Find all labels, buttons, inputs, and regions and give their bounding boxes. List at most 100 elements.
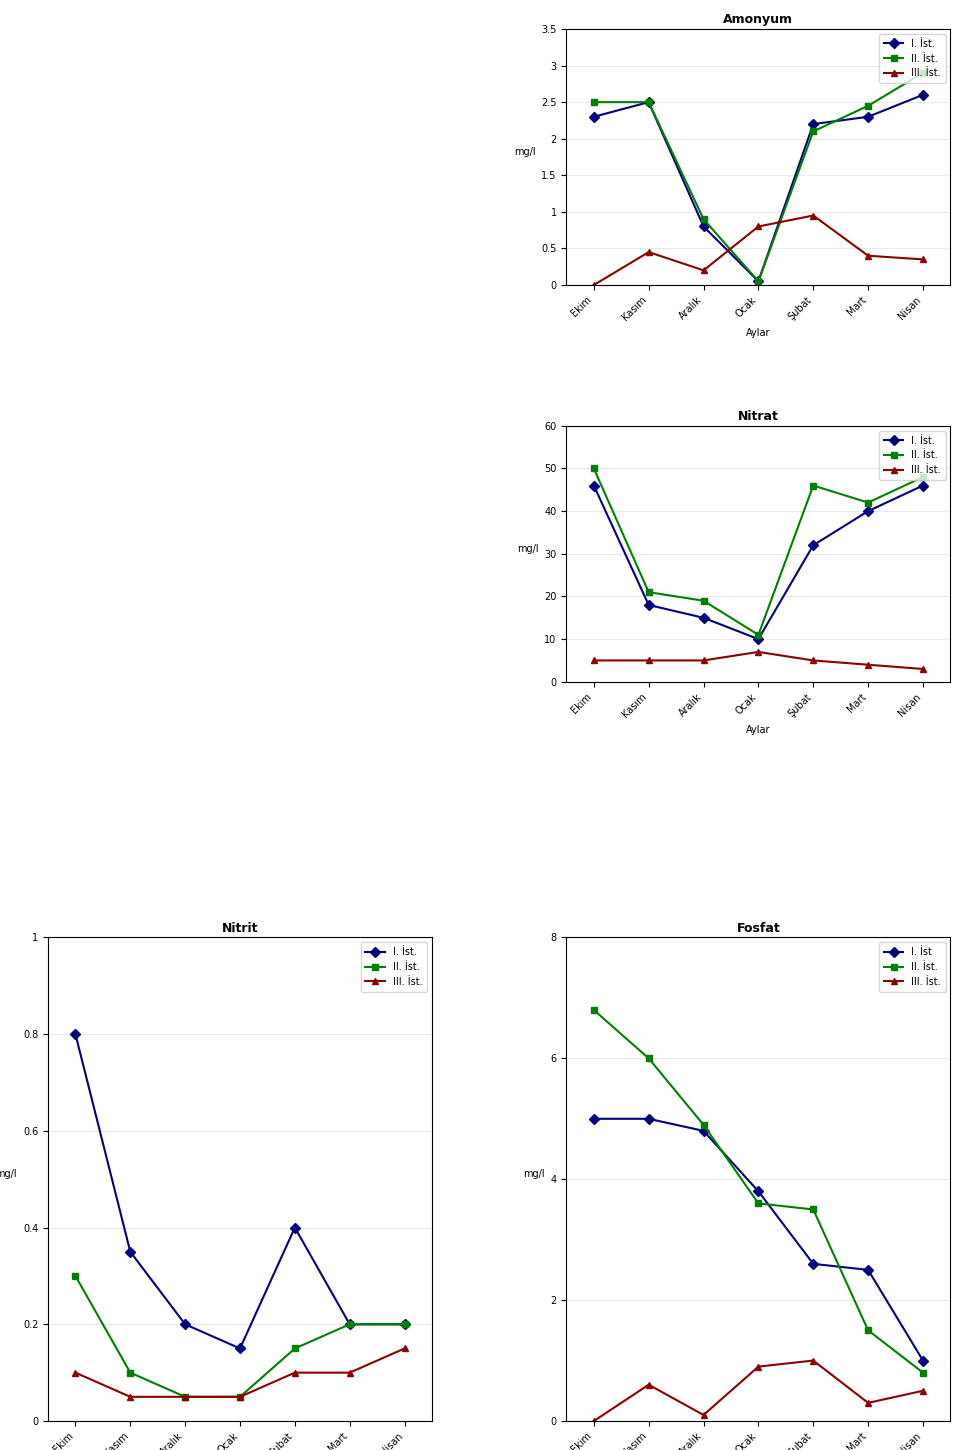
Legend: I. İst., II. İst., III. İst.: I. İst., II. İst., III. İst. (879, 431, 946, 480)
I. İst (862, 1262, 874, 1279)
II. İst. (917, 64, 928, 81)
I. İst. (698, 218, 709, 235)
Title: Nitrat: Nitrat (738, 410, 779, 423)
I. İst. (643, 93, 655, 110)
III. İst. (588, 277, 600, 294)
III. İst. (643, 1376, 655, 1393)
Y-axis label: mg/l: mg/l (523, 1169, 544, 1179)
II. İst. (807, 123, 819, 141)
II. İst. (862, 97, 874, 115)
II. İst. (643, 93, 655, 110)
II. İst. (698, 1116, 709, 1134)
III. İst. (807, 1351, 819, 1369)
Line: II. İst.: II. İst. (590, 465, 926, 638)
X-axis label: Aylar: Aylar (746, 725, 771, 735)
Y-axis label: mg/l: mg/l (0, 1169, 17, 1179)
II. İst. (398, 1315, 410, 1333)
I. İst. (753, 273, 764, 290)
II. İst. (753, 626, 764, 644)
II. İst. (643, 583, 655, 600)
I. İst. (807, 116, 819, 133)
II. İst. (588, 1002, 600, 1019)
I. İst. (398, 1315, 410, 1333)
I. İst. (698, 609, 709, 626)
Legend: I. İst., II. İst., III. İst.: I. İst., II. İst., III. İst. (361, 942, 427, 992)
Line: II. İst.: II. İst. (72, 1273, 408, 1401)
II. İst. (698, 210, 709, 228)
Line: III. İst.: III. İst. (590, 1357, 926, 1424)
III. İst. (180, 1388, 191, 1405)
I. İst. (588, 477, 600, 494)
I. İst (807, 1256, 819, 1273)
I. İst (917, 1351, 928, 1369)
II. İst. (125, 1364, 136, 1382)
III. İst. (344, 1364, 355, 1382)
III. İst. (643, 651, 655, 668)
II. İst. (588, 460, 600, 477)
I. İst. (588, 109, 600, 126)
III. İst. (698, 261, 709, 278)
III. İst. (234, 1388, 246, 1405)
Legend: I. İst, II. İst., III. İst.: I. İst, II. İst., III. İst. (879, 942, 946, 992)
Line: II. İst.: II. İst. (590, 1006, 926, 1376)
III. İst. (862, 655, 874, 673)
III. İst. (753, 218, 764, 235)
III. İst. (398, 1340, 410, 1357)
III. İst. (289, 1364, 300, 1382)
III. İst. (698, 651, 709, 668)
I. İst. (753, 631, 764, 648)
II. İst. (344, 1315, 355, 1333)
I. İst. (917, 86, 928, 103)
III. İst. (588, 651, 600, 668)
II. İst. (643, 1050, 655, 1067)
Y-axis label: mg/l: mg/l (514, 146, 536, 157)
II. İst. (862, 1321, 874, 1338)
I. İst (643, 1111, 655, 1128)
III. İst. (753, 1357, 764, 1375)
II. İst. (917, 1364, 928, 1382)
III. İst. (70, 1364, 82, 1382)
II. İst. (698, 592, 709, 609)
I. İst. (180, 1315, 191, 1333)
III. İst. (917, 251, 928, 268)
III. İst. (643, 244, 655, 261)
II. İst. (807, 1201, 819, 1218)
III. İst. (753, 644, 764, 661)
III. İst. (862, 247, 874, 264)
III. İst. (807, 651, 819, 668)
II. İst. (70, 1267, 82, 1285)
II. İst. (862, 494, 874, 512)
III. İst. (917, 1382, 928, 1399)
Legend: I. İst., II. İst., III. İst.: I. İst., II. İst., III. İst. (879, 33, 946, 83)
I. İst. (643, 596, 655, 613)
Y-axis label: mg/l: mg/l (516, 544, 539, 554)
II. İst. (234, 1388, 246, 1405)
Title: Amonyum: Amonyum (724, 13, 793, 26)
III. İst. (862, 1393, 874, 1411)
I. İst (698, 1122, 709, 1140)
II. İst. (753, 1195, 764, 1212)
I. İst. (344, 1315, 355, 1333)
Line: III. İst.: III. İst. (590, 212, 926, 289)
II. İst. (289, 1340, 300, 1357)
III. İst. (807, 207, 819, 225)
Title: Nitrit: Nitrit (222, 922, 258, 935)
Line: II. İst.: II. İst. (590, 70, 926, 284)
I. İst. (862, 109, 874, 126)
Title: Fosfat: Fosfat (736, 922, 780, 935)
Line: I. İst.: I. İst. (72, 1031, 408, 1351)
I. İst. (862, 502, 874, 519)
I. İst. (289, 1219, 300, 1237)
Line: III. İst.: III. İst. (72, 1346, 408, 1401)
I. İst. (917, 477, 928, 494)
I. İst. (807, 536, 819, 554)
II. İst. (753, 273, 764, 290)
II. İst. (807, 477, 819, 494)
III. İst. (125, 1388, 136, 1405)
I. İst. (234, 1340, 246, 1357)
II. İst. (917, 468, 928, 486)
II. İst. (180, 1388, 191, 1405)
I. İst. (70, 1025, 82, 1043)
III. İst. (588, 1412, 600, 1430)
I. İst (588, 1111, 600, 1128)
